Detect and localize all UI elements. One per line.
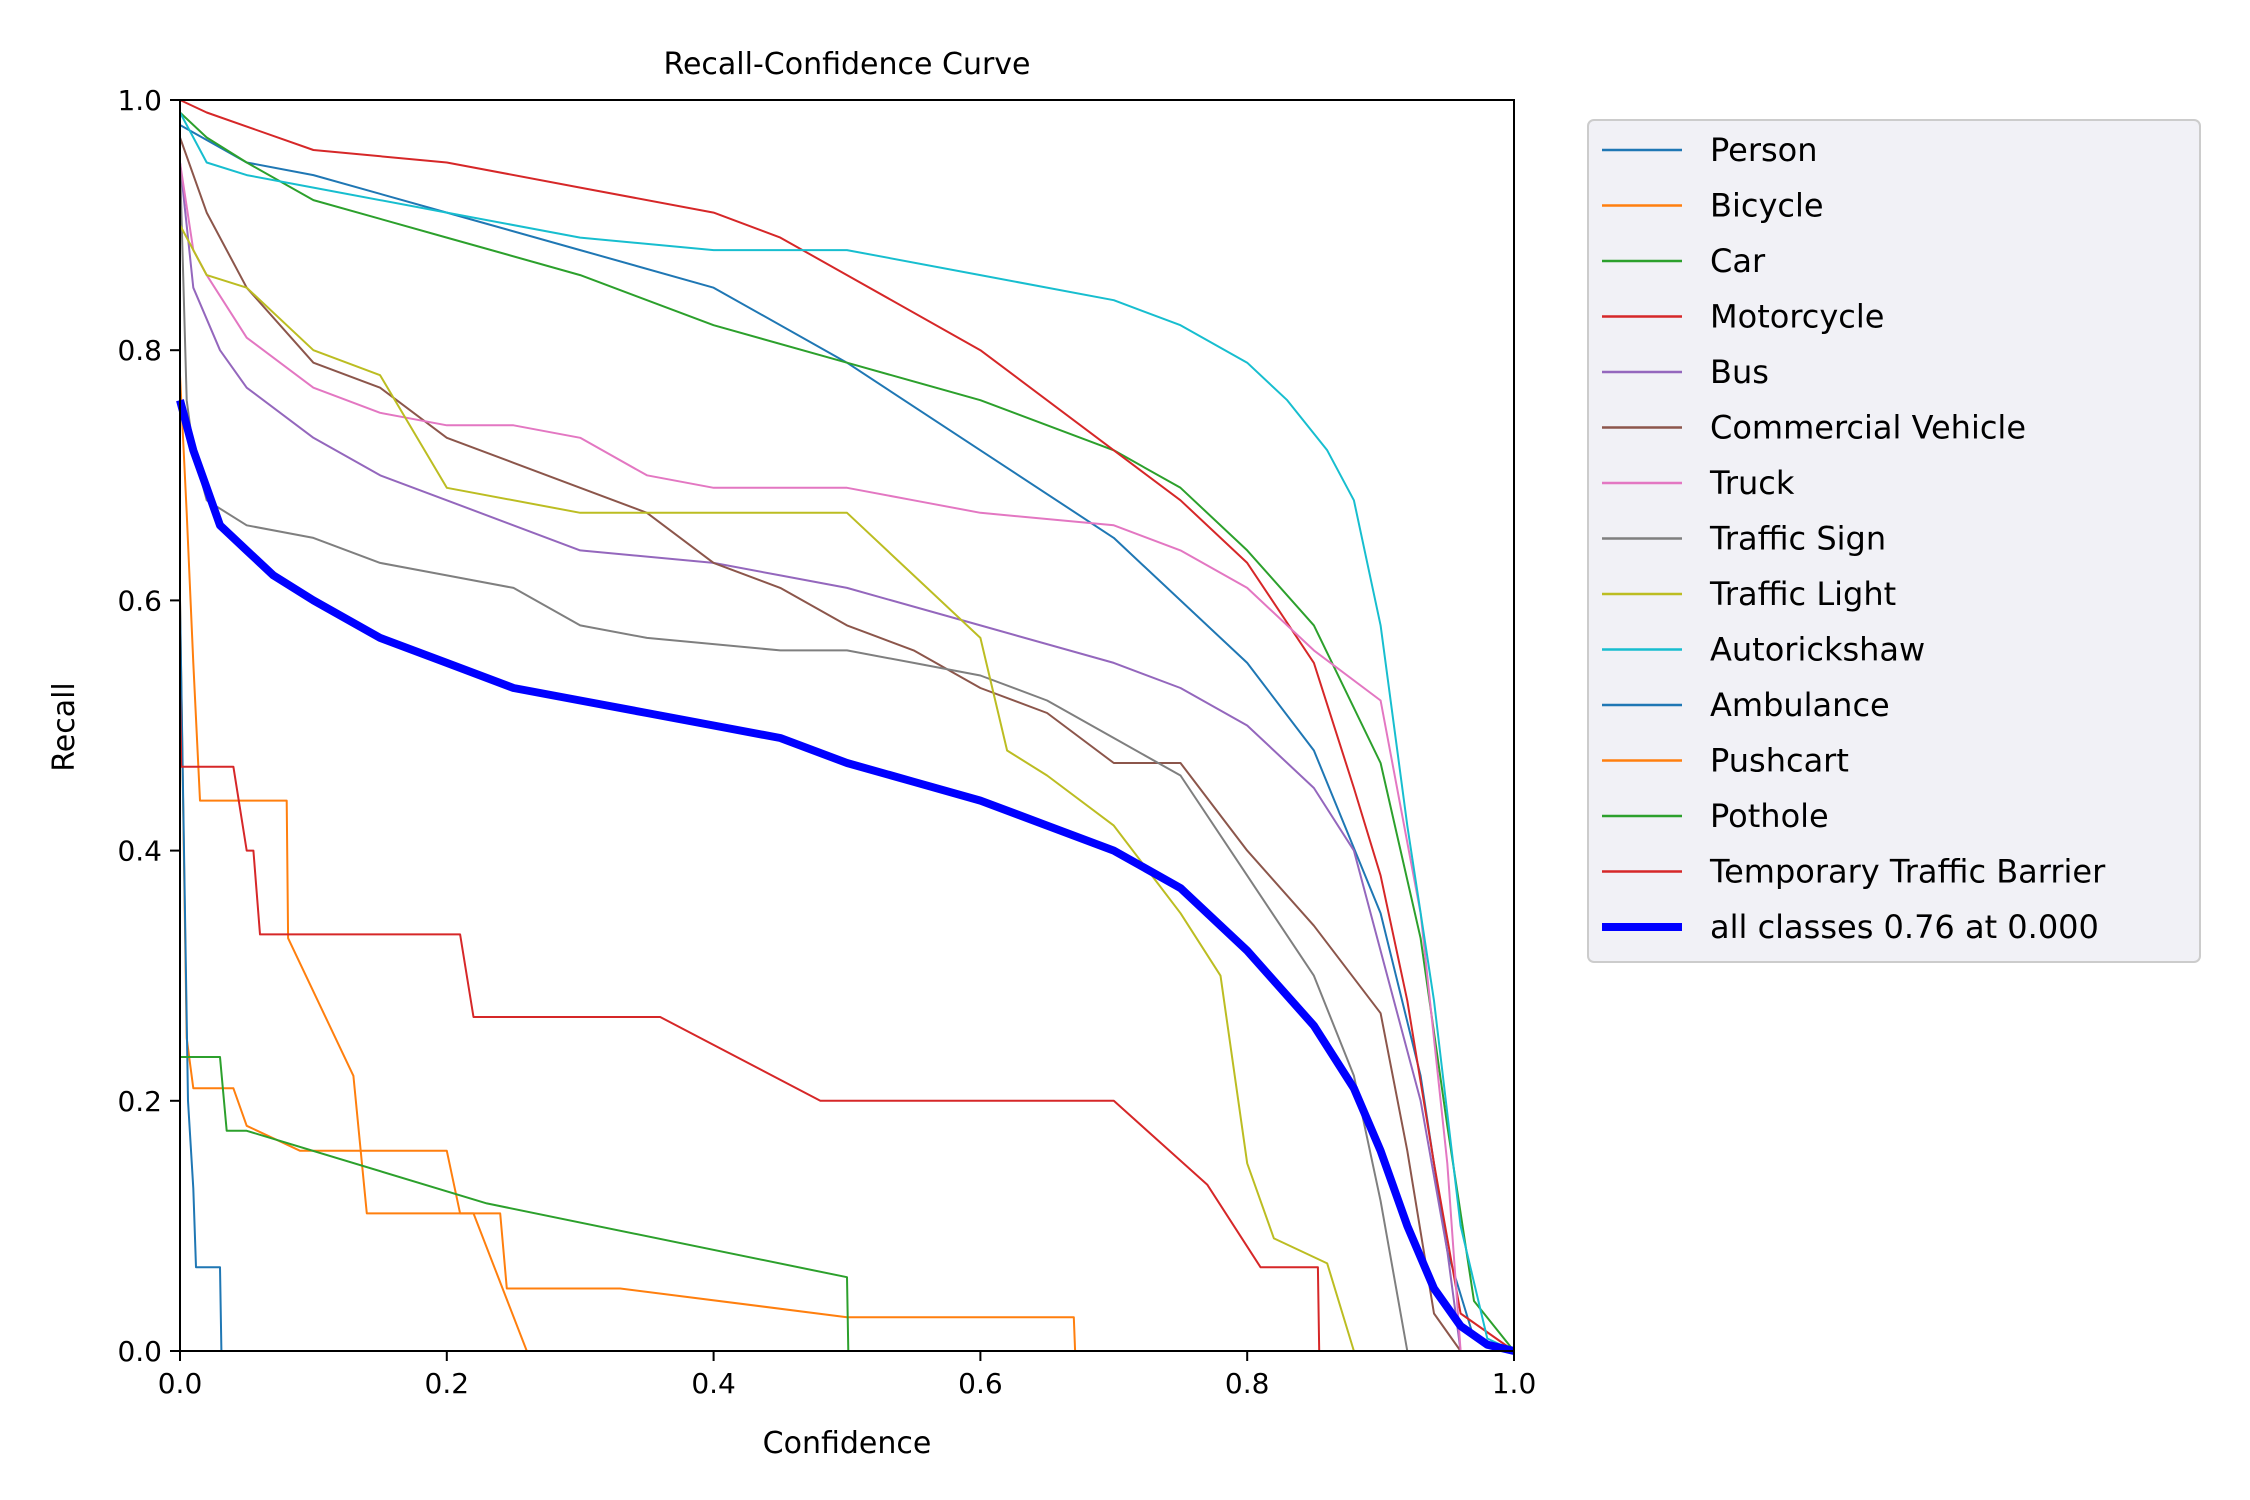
series-line-5 (179, 137, 1514, 1352)
x-axis-label: Confidence (763, 1426, 932, 1461)
series-line-10 (179, 600, 1514, 1352)
legend-entry: Bicycle (1602, 187, 1824, 225)
legend-entry: Person (1602, 131, 1818, 169)
y-axis: 0.0 0.2 0.4 0.6 0.8 1.0 (117, 84, 180, 1368)
y-tick-label: 0.6 (117, 584, 162, 617)
x-tick-label: 0.2 (425, 1367, 470, 1400)
legend-label: Traffic Light (1709, 575, 1896, 613)
y-tick-label: 0.0 (117, 1335, 162, 1368)
x-axis: 0.0 0.2 0.4 0.6 0.8 1.0 (158, 1351, 1537, 1400)
legend-label: Bicycle (1710, 187, 1824, 225)
legend-label: Temporary Traffic Barrier (1709, 853, 2106, 891)
legend-entry: Traffic Light (1602, 575, 1896, 613)
legend-entry: Autorickshaw (1602, 631, 1925, 669)
y-tick-label: 0.2 (117, 1085, 162, 1118)
series-line-4 (179, 162, 1514, 1352)
legend-box (1587, 119, 2201, 963)
legend-entry: Commercial Vehicle (1602, 409, 2026, 447)
y-tick-label: 0.8 (117, 334, 162, 367)
series-line-6 (179, 162, 1514, 1352)
plot-frame (180, 100, 1514, 1351)
legend-entry: Pothole (1602, 797, 1829, 835)
legend-label: Motorcycle (1710, 298, 1884, 336)
x-tick-label: 1.0 (1492, 1367, 1537, 1400)
legend-entry: Ambulance (1602, 686, 1890, 724)
series-line-14 (176, 399, 1515, 1355)
legend-label: Traffic Sign (1709, 520, 1886, 558)
y-tick-label: 0.4 (117, 835, 162, 868)
legend-entry: all classes 0.76 at 0.000 (1602, 908, 2099, 946)
series-line-7 (179, 162, 1514, 1352)
x-tick-label: 0.4 (691, 1367, 736, 1400)
legend-entry: Traffic Sign (1602, 520, 1886, 558)
x-tick-label: 0.0 (158, 1367, 203, 1400)
y-axis-label: Recall (47, 682, 82, 772)
legend-label: Car (1710, 242, 1766, 280)
series-line-12 (180, 1056, 1514, 1352)
chart-title: Recall-Confidence Curve (663, 47, 1030, 82)
legend-entry: Bus (1602, 353, 1769, 391)
series-line-9 (179, 112, 1515, 1352)
legend-label: Pothole (1710, 797, 1829, 835)
series-line-2 (179, 111, 1515, 1352)
legend-entry: Pushcart (1602, 742, 1849, 780)
y-tick-label: 1.0 (117, 84, 162, 117)
legend-entry: Motorcycle (1602, 298, 1884, 336)
legend-label: Truck (1709, 464, 1795, 502)
legend-label: Commercial Vehicle (1710, 409, 2026, 447)
series-line-1 (179, 600, 1514, 1352)
legend-label: Bus (1710, 353, 1769, 391)
series-line-3 (179, 99, 1515, 1352)
legend: Person Bicycle Car Motorcycle Bus Commercial … (1587, 119, 2201, 963)
x-tick-label: 0.8 (1225, 1367, 1270, 1400)
legend-entry: Car (1602, 242, 1766, 280)
series-layer (176, 99, 1515, 1355)
legend-label: Ambulance (1710, 686, 1890, 724)
legend-items: Person Bicycle Car Motorcycle Bus Commercial … (1602, 131, 2106, 946)
legend-label: Pushcart (1710, 742, 1849, 780)
legend-entry: Temporary Traffic Barrier (1602, 853, 2106, 891)
legend-entry: Truck (1602, 464, 1795, 502)
legend-label: Autorickshaw (1710, 631, 1925, 669)
plot-border (179, 99, 1515, 1352)
plot-area (176, 99, 1515, 1355)
series-line-13 (179, 687, 1514, 1352)
series-line-8 (179, 224, 1514, 1352)
x-tick-label: 0.6 (958, 1367, 1003, 1400)
legend-label: all classes 0.76 at 0.000 (1710, 908, 2099, 946)
legend-label: Person (1710, 131, 1818, 169)
